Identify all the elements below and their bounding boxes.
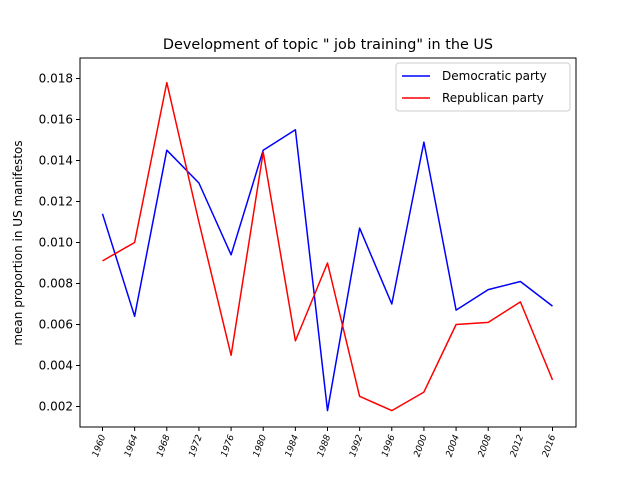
- legend-label: Republican party: [442, 91, 544, 105]
- series-line-democratic: [101, 129, 553, 412]
- legend: Democratic party Republican party: [395, 62, 571, 112]
- y-tick-label: 0.018: [39, 72, 73, 86]
- chart-title: Development of topic " job training" in …: [163, 37, 493, 53]
- legend-box: [395, 62, 571, 112]
- y-tick-label: 0.014: [39, 154, 73, 168]
- series-line-republican: [102, 81, 554, 412]
- plot-area: 0.002 0.004 0.006 0.008 0.010 0.012 0.014 0.016…: [39, 72, 559, 459]
- y-tick-label: 0.006: [39, 318, 73, 332]
- y-tick-label: 0.002: [39, 400, 73, 414]
- y-tick-label: 0.016: [39, 113, 73, 127]
- y-tick-label: 0.004: [39, 359, 73, 373]
- y-tick-label: 0.010: [39, 236, 73, 250]
- y-tick-label: 0.008: [39, 277, 73, 291]
- legend-label: Democratic party: [442, 69, 547, 83]
- y-tick-label: 0.012: [39, 195, 73, 209]
- plot-frame: [79, 57, 577, 428]
- y-axis-label: mean proportion in US manifestos: [11, 140, 25, 345]
